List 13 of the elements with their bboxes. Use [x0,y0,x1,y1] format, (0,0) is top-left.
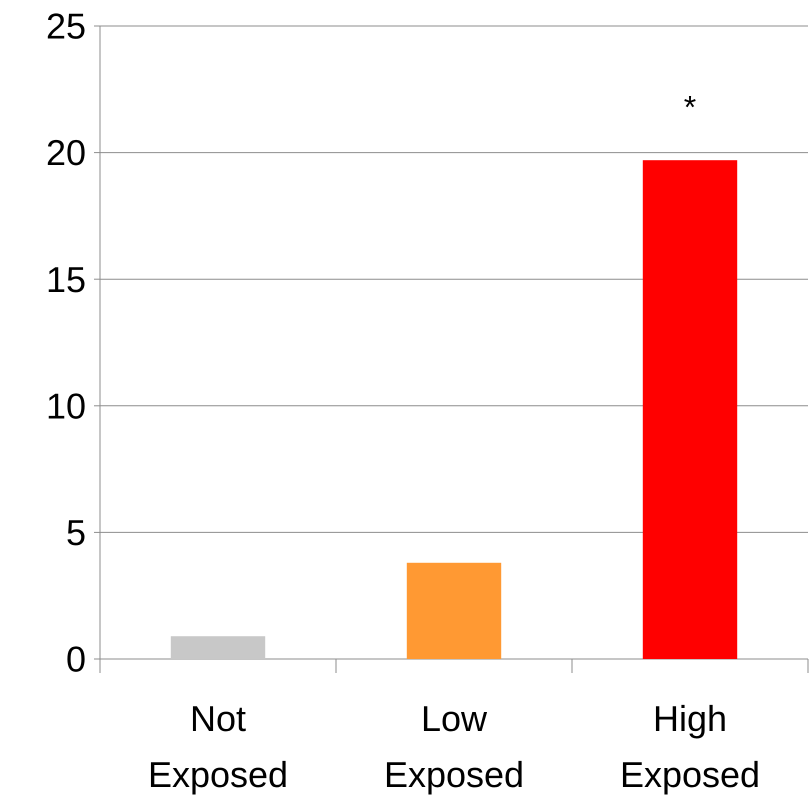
bar [406,562,502,659]
y-tick-label: 20 [46,132,86,174]
annotation: * [684,89,696,126]
x-tick-label: Not Exposed [148,698,288,795]
bar [170,636,266,659]
x-tick-label: Low Exposed [384,698,524,795]
x-tick-label: High Exposed [620,698,760,795]
y-tick-label: 25 [46,6,86,47]
y-tick-label: 10 [46,385,86,426]
y-tick-label: 15 [46,258,86,300]
y-tick-label: 0 [66,638,86,680]
bar [642,160,738,659]
y-tick-label: 5 [66,512,86,553]
